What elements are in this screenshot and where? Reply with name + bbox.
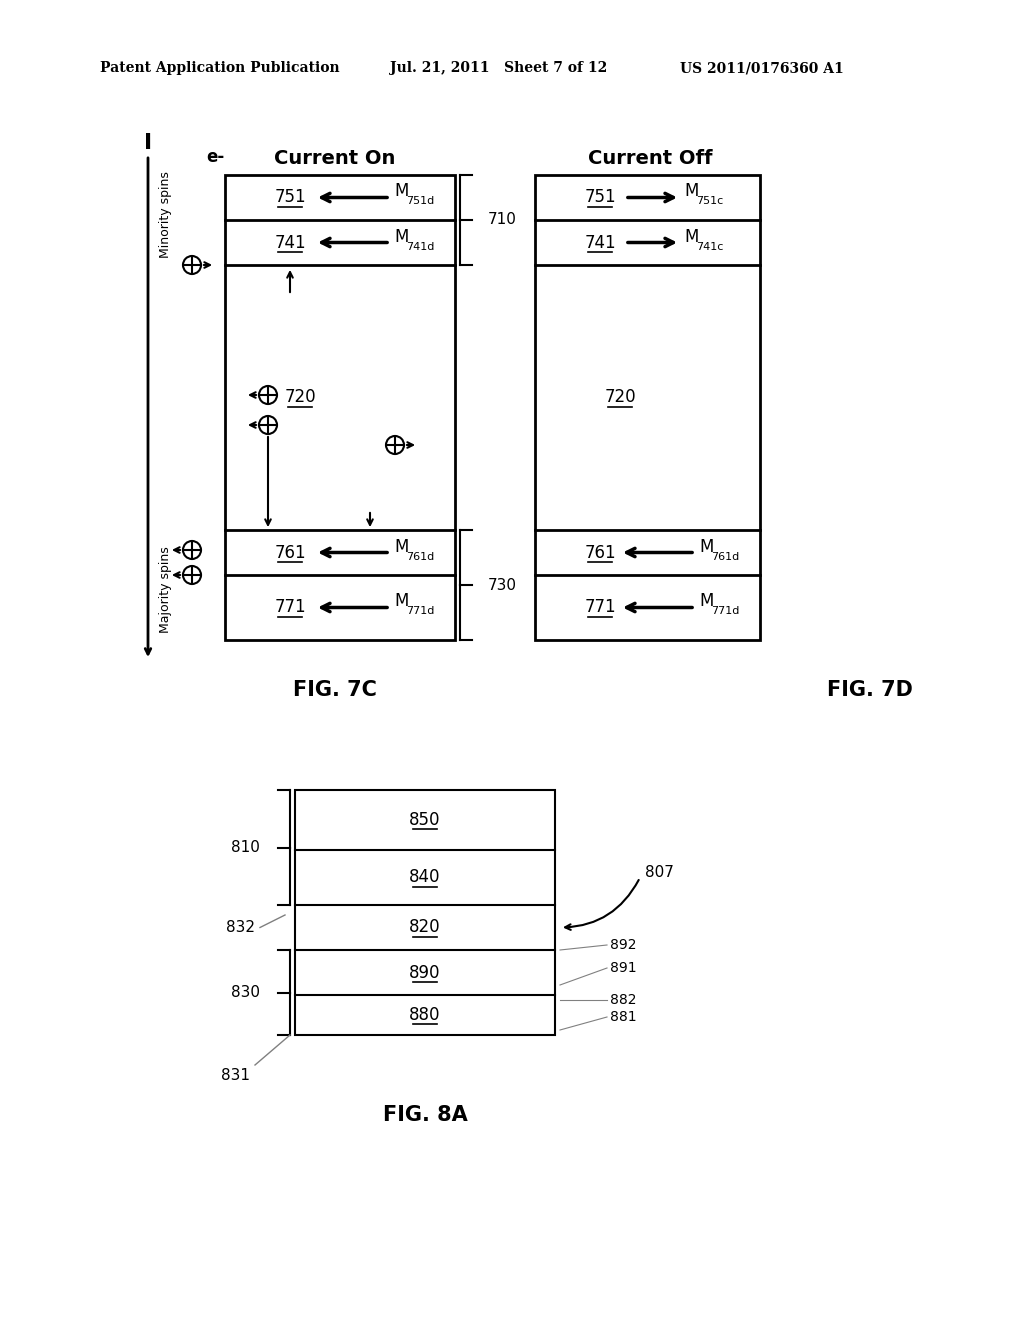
Text: Patent Application Publication: Patent Application Publication: [100, 61, 340, 75]
Text: 741c: 741c: [696, 242, 723, 252]
Text: 751: 751: [274, 189, 306, 206]
Text: 890: 890: [410, 964, 440, 982]
Text: FIG. 7C: FIG. 7C: [293, 680, 377, 700]
Text: Current On: Current On: [274, 149, 395, 168]
Text: 891: 891: [610, 961, 637, 975]
Text: 830: 830: [231, 985, 260, 1001]
Text: 820: 820: [410, 919, 440, 936]
Text: 710: 710: [488, 213, 517, 227]
Text: 761: 761: [584, 544, 615, 561]
Text: 840: 840: [410, 869, 440, 887]
Text: 761: 761: [274, 544, 306, 561]
Bar: [225, 176, 455, 640]
Text: 771d: 771d: [406, 606, 434, 616]
Text: US 2011/0176360 A1: US 2011/0176360 A1: [680, 61, 844, 75]
Text: 730: 730: [488, 578, 517, 593]
Text: M: M: [394, 593, 409, 610]
Text: 832: 832: [226, 920, 255, 935]
Text: I: I: [144, 133, 152, 153]
Text: 720: 720: [604, 388, 636, 407]
Text: 882: 882: [610, 993, 637, 1007]
Text: Jul. 21, 2011   Sheet 7 of 12: Jul. 21, 2011 Sheet 7 of 12: [390, 61, 607, 75]
Text: M: M: [684, 182, 698, 201]
Text: 761d: 761d: [711, 552, 739, 561]
Text: Current Off: Current Off: [588, 149, 713, 168]
Text: 741d: 741d: [406, 242, 434, 252]
Text: Minority spins: Minority spins: [159, 172, 171, 259]
Text: 892: 892: [610, 939, 637, 952]
Text: 810: 810: [231, 840, 260, 855]
Text: M: M: [699, 537, 714, 556]
Text: M: M: [684, 227, 698, 246]
Text: 761d: 761d: [406, 552, 434, 561]
Text: 741: 741: [274, 234, 306, 252]
Text: FIG. 8A: FIG. 8A: [383, 1105, 467, 1125]
Text: M: M: [394, 182, 409, 201]
Text: M: M: [699, 593, 714, 610]
Text: 881: 881: [610, 1010, 637, 1024]
Text: 880: 880: [410, 1006, 440, 1024]
Text: 751d: 751d: [406, 197, 434, 206]
Text: M: M: [394, 227, 409, 246]
Text: 751: 751: [584, 189, 615, 206]
Text: 751c: 751c: [696, 197, 723, 206]
Text: 771d: 771d: [711, 606, 739, 616]
Text: FIG. 7D: FIG. 7D: [827, 680, 913, 700]
Text: 831: 831: [221, 1068, 250, 1082]
Text: 771: 771: [584, 598, 615, 616]
Text: 850: 850: [410, 810, 440, 829]
Text: 741: 741: [584, 234, 615, 252]
Bar: [535, 176, 760, 640]
Text: 807: 807: [645, 865, 674, 880]
Text: e-: e-: [206, 148, 224, 166]
Text: M: M: [394, 537, 409, 556]
Bar: [295, 789, 555, 1035]
Text: 771: 771: [274, 598, 306, 616]
Text: 720: 720: [285, 388, 315, 407]
Text: Majority spins: Majority spins: [159, 546, 171, 634]
